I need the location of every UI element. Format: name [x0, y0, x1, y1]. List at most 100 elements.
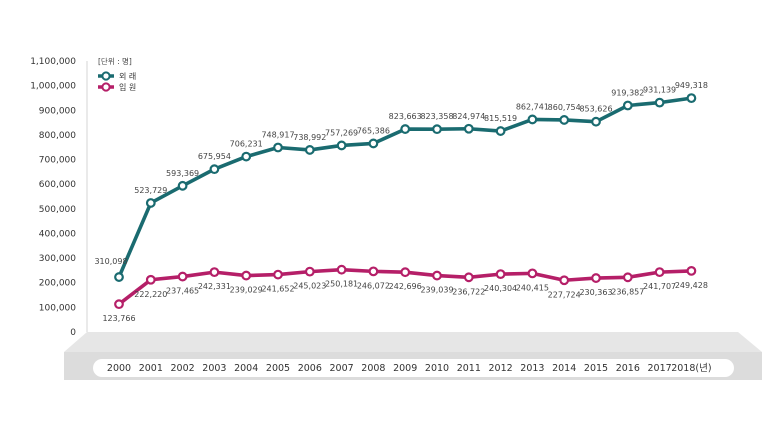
x-tick-label: 2002 [171, 363, 195, 374]
data-point [114, 299, 124, 310]
y-tick-label: 100,000 [39, 303, 76, 313]
x-tick-label: 2004 [234, 363, 258, 374]
data-label: 237,465 [166, 287, 199, 296]
data-point [622, 272, 633, 283]
data-label: 949,318 [675, 81, 708, 90]
data-label: 593,369 [166, 169, 199, 178]
x-axis-band [64, 332, 762, 380]
data-label: 242,331 [198, 282, 231, 291]
y-tick-label: 600,000 [39, 180, 76, 190]
y-tick-label: 900,000 [39, 106, 76, 116]
data-point [463, 272, 474, 283]
data-label: 706,231 [230, 140, 263, 149]
legend: [단위 : 명] 외 래입 원 [98, 56, 136, 92]
legend-swatch-marker [101, 82, 111, 92]
y-tick-label: 200,000 [39, 279, 76, 289]
data-label: 523,729 [134, 186, 167, 195]
data-point [495, 126, 506, 136]
data-label: 239,039 [420, 286, 453, 295]
data-label: 241,707 [643, 282, 676, 291]
data-point [686, 266, 697, 276]
data-label: 236,857 [611, 287, 644, 296]
data-point [304, 145, 315, 155]
x-tick-label: 2016 [616, 363, 640, 374]
series-1: 310,098 523,729 593,369 675,954 706,231748,9… [94, 81, 708, 282]
data-label: 242,696 [389, 282, 422, 291]
data-label: 860,754 [548, 103, 581, 112]
data-point [177, 180, 188, 191]
data-label: 240,304 [484, 284, 517, 293]
x-ticks: 2000 2001 2002 2003 2004 2005 2006 2007 2008 2009… [107, 363, 712, 374]
y-tick-label: 400,000 [39, 229, 76, 239]
data-label: 249,428 [675, 281, 708, 290]
data-point [495, 269, 506, 280]
data-label: 824,974 [452, 112, 485, 121]
data-label: 853,626 [579, 105, 612, 114]
legend-label: 입 원 [119, 83, 136, 92]
y-ticks: 0 100,000 200,000 300,000 400,000 500,000 600,… [30, 57, 76, 338]
data-label: 815,519 [484, 114, 517, 123]
data-label: 239,029 [230, 286, 263, 295]
data-point [686, 93, 697, 104]
y-tick-label: 700,000 [39, 156, 76, 166]
data-point [591, 116, 601, 127]
data-point [273, 142, 283, 153]
data-point [209, 267, 220, 278]
data-label: 862,741 [516, 102, 549, 111]
data-label: 236,722 [452, 287, 485, 296]
x-tick-label: 2015 [584, 363, 608, 374]
series-layer: 310,098 523,729 593,369 675,954 706,231748,9… [94, 81, 707, 323]
data-point [336, 140, 347, 151]
y-tick-label: 800,000 [39, 131, 76, 141]
data-point [400, 267, 411, 278]
data-label: 123,766 [102, 314, 135, 323]
x-tick-label: 2012 [489, 363, 513, 374]
x-tick-label: 2011 [457, 363, 481, 374]
data-point [368, 138, 379, 149]
x-tick-label: 2018(년) [671, 363, 711, 374]
y-tick-label: 300,000 [39, 254, 76, 264]
data-point [432, 124, 442, 135]
data-point [654, 97, 665, 108]
data-point [241, 151, 252, 162]
data-point [432, 270, 442, 281]
data-point [622, 100, 633, 111]
label-strip [93, 359, 734, 377]
data-point [463, 123, 474, 134]
series-2: 123,766 222,220237,465242,331239,029241,6… [102, 264, 708, 323]
x-tick-label: 2008 [361, 363, 385, 374]
y-tick-label: 0 [70, 328, 76, 338]
data-label: 246,072 [357, 281, 390, 290]
data-label: 931,139 [643, 86, 676, 95]
data-point [336, 264, 347, 275]
data-label: 240,415 [516, 283, 549, 292]
data-point [400, 124, 411, 134]
x-tick-label: 2007 [330, 363, 354, 374]
data-label: 765,386 [357, 126, 390, 135]
x-tick-label: 2014 [552, 363, 576, 374]
x-tick-label: 2001 [139, 363, 163, 374]
data-point [241, 270, 252, 281]
data-label: 919,382 [611, 88, 644, 97]
x-tick-label: 2000 [107, 363, 131, 374]
band-top-face [64, 332, 762, 352]
data-label: 823,663 [389, 112, 422, 121]
data-point [368, 266, 379, 277]
data-point [145, 198, 156, 208]
data-point [273, 269, 283, 280]
data-point [527, 114, 538, 125]
legend-label: 외 래 [119, 71, 136, 81]
data-point [145, 274, 156, 285]
data-label: 222,220 [134, 290, 167, 299]
x-tick-label: 2013 [520, 363, 544, 374]
data-point [654, 267, 665, 278]
data-label: 250,181 [325, 280, 358, 289]
data-point [559, 115, 570, 125]
data-label: 310,098 [94, 257, 127, 266]
data-point [304, 266, 315, 277]
data-label: 757,269 [325, 128, 358, 137]
data-point [177, 271, 188, 282]
x-tick-label: 2006 [298, 363, 322, 374]
data-label: 748,917 [261, 130, 294, 139]
y-tick-label: 1,100,000 [30, 57, 76, 67]
